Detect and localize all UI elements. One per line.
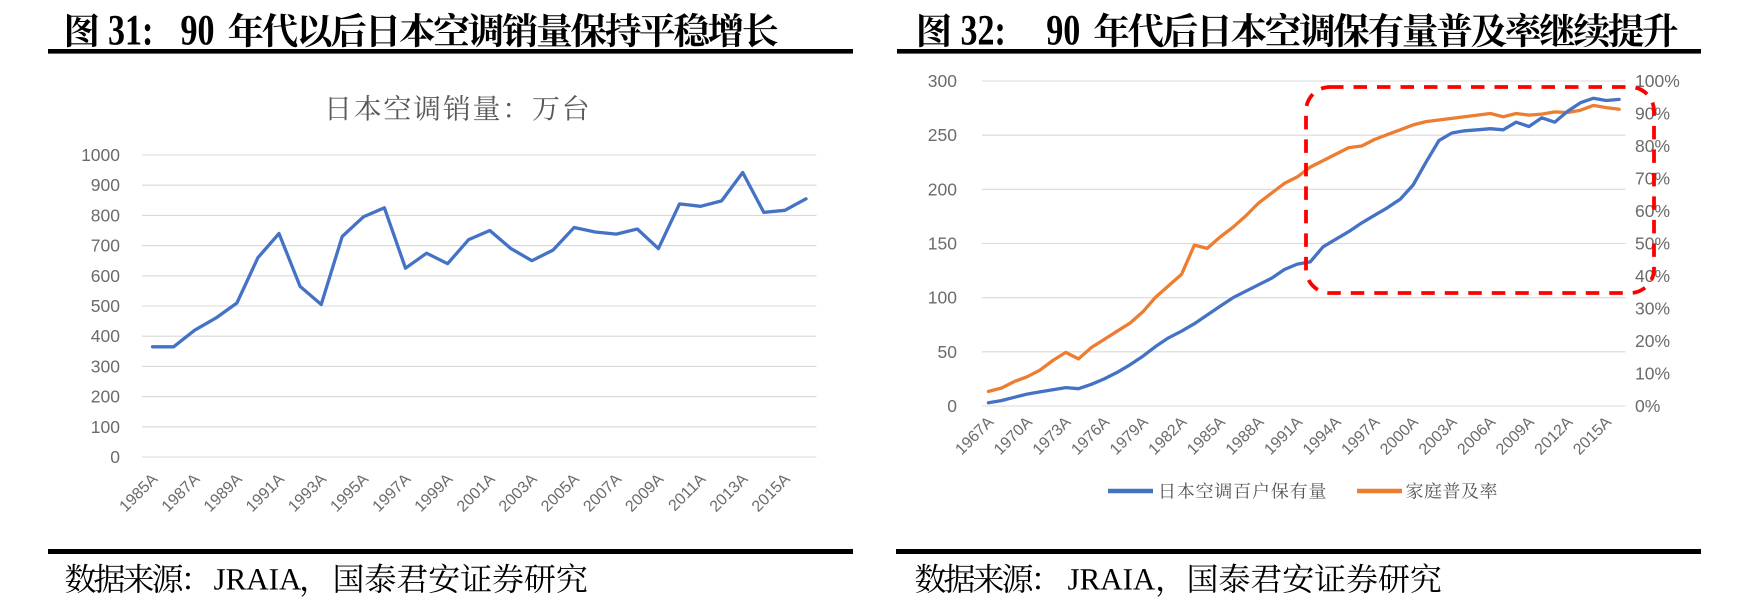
svg-text:1991A: 1991A [243, 471, 288, 516]
svg-text:80%: 80% [1635, 136, 1670, 156]
svg-text:600: 600 [91, 266, 120, 286]
svg-text:30%: 30% [1635, 299, 1670, 319]
svg-text:2005A: 2005A [538, 471, 583, 516]
svg-text:1991A: 1991A [1261, 414, 1306, 459]
svg-text:1987A: 1987A [159, 471, 204, 516]
svg-text:150: 150 [928, 234, 957, 254]
svg-text:400: 400 [91, 326, 120, 346]
svg-text:1999A: 1999A [412, 471, 457, 516]
svg-text:0: 0 [947, 396, 957, 416]
svg-text:1967A: 1967A [952, 414, 997, 459]
svg-text:2000A: 2000A [1377, 414, 1422, 459]
svg-text:2003A: 2003A [496, 471, 541, 516]
svg-text:700: 700 [91, 236, 120, 256]
svg-text:1995A: 1995A [327, 471, 372, 516]
svg-text:1970A: 1970A [991, 414, 1036, 459]
svg-text:1982A: 1982A [1146, 414, 1191, 459]
svg-text:100: 100 [91, 417, 120, 437]
svg-text:900: 900 [91, 175, 120, 195]
svg-text:1973A: 1973A [1030, 414, 1075, 459]
svg-text:50: 50 [938, 342, 958, 362]
svg-text:300: 300 [91, 356, 120, 376]
svg-text:1997A: 1997A [1339, 414, 1384, 459]
svg-text:0: 0 [110, 447, 120, 467]
svg-text:250: 250 [928, 125, 957, 145]
svg-text:800: 800 [91, 205, 120, 225]
svg-text:1979A: 1979A [1107, 414, 1152, 459]
svg-text:200: 200 [91, 387, 120, 407]
svg-text:500: 500 [91, 296, 120, 316]
svg-text:10%: 10% [1635, 364, 1670, 384]
svg-text:1985A: 1985A [117, 471, 162, 516]
svg-text:2007A: 2007A [580, 471, 625, 516]
svg-text:2015A: 2015A [1570, 414, 1615, 459]
svg-text:2012A: 2012A [1532, 414, 1577, 459]
svg-text:100: 100 [928, 288, 957, 308]
svg-text:200: 200 [928, 179, 957, 199]
svg-text:1985A: 1985A [1184, 414, 1229, 459]
svg-text:60%: 60% [1635, 201, 1670, 221]
svg-text:2013A: 2013A [707, 471, 752, 516]
svg-text:1997A: 1997A [370, 471, 415, 516]
svg-text:1993A: 1993A [285, 471, 330, 516]
svg-text:1994A: 1994A [1300, 414, 1345, 459]
svg-text:2011A: 2011A [666, 471, 710, 515]
svg-text:2006A: 2006A [1454, 414, 1499, 459]
svg-text:300: 300 [928, 71, 957, 91]
svg-text:0%: 0% [1635, 396, 1660, 416]
svg-text:1976A: 1976A [1068, 414, 1113, 459]
svg-text:20%: 20% [1635, 331, 1670, 351]
svg-text:2009A: 2009A [622, 471, 667, 516]
svg-text:1988A: 1988A [1223, 414, 1268, 459]
svg-text:100%: 100% [1635, 71, 1680, 91]
svg-text:2001A: 2001A [454, 471, 499, 516]
svg-text:1000: 1000 [81, 145, 120, 165]
svg-text:2015A: 2015A [749, 471, 794, 516]
svg-text:1989A: 1989A [201, 471, 246, 516]
svg-text:50%: 50% [1635, 234, 1670, 254]
svg-text:2009A: 2009A [1493, 414, 1538, 459]
svg-text:2003A: 2003A [1416, 414, 1461, 459]
